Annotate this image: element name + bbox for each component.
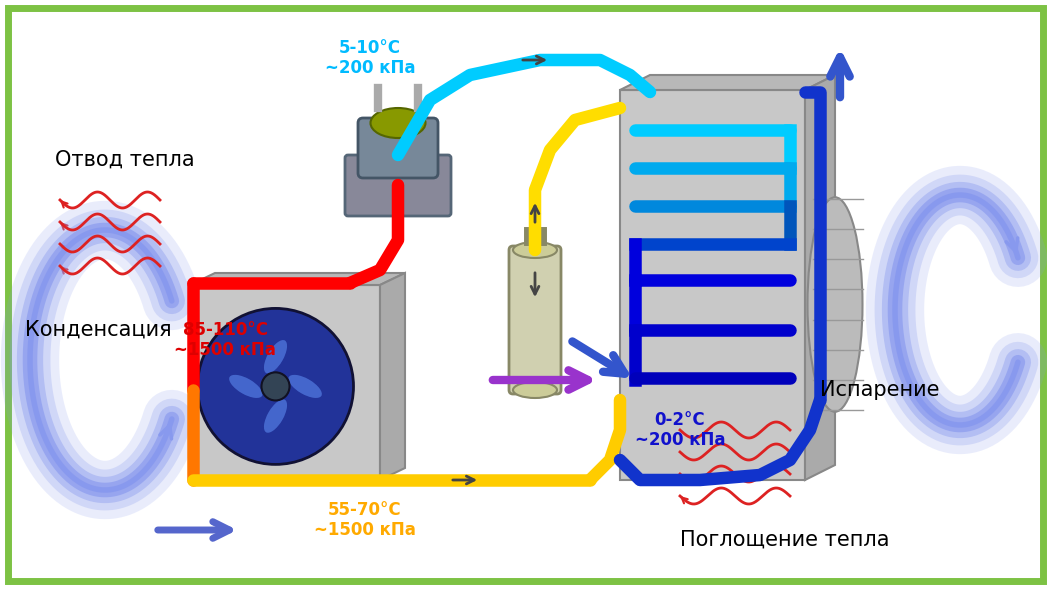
- Text: 85-110°С
~1500 кПа: 85-110°С ~1500 кПа: [174, 320, 276, 359]
- Circle shape: [198, 309, 353, 464]
- FancyBboxPatch shape: [509, 246, 561, 394]
- Text: Конденсация: Конденсация: [25, 320, 171, 340]
- Text: 55-70°С
~1500 кПа: 55-70°С ~1500 кПа: [314, 501, 416, 540]
- Ellipse shape: [807, 197, 863, 412]
- Circle shape: [262, 372, 289, 401]
- Text: Отвод тепла: Отвод тепла: [55, 150, 194, 170]
- Polygon shape: [190, 273, 405, 285]
- Text: 0-2°С
~200 кПа: 0-2°С ~200 кПа: [635, 411, 725, 449]
- Ellipse shape: [288, 374, 323, 399]
- Polygon shape: [805, 75, 834, 480]
- Text: Испарение: Испарение: [820, 380, 940, 400]
- Polygon shape: [620, 90, 805, 480]
- Text: Поглощение тепла: Поглощение тепла: [680, 530, 889, 550]
- Text: 5-10°С
~200 кПа: 5-10°С ~200 кПа: [325, 39, 415, 77]
- Polygon shape: [380, 273, 405, 480]
- FancyBboxPatch shape: [358, 118, 438, 178]
- Ellipse shape: [263, 339, 288, 374]
- FancyBboxPatch shape: [345, 155, 451, 216]
- Polygon shape: [190, 285, 380, 480]
- Ellipse shape: [371, 108, 426, 138]
- Ellipse shape: [513, 382, 557, 398]
- Ellipse shape: [513, 242, 557, 258]
- Ellipse shape: [228, 374, 264, 399]
- Polygon shape: [620, 75, 834, 90]
- Ellipse shape: [263, 399, 288, 434]
